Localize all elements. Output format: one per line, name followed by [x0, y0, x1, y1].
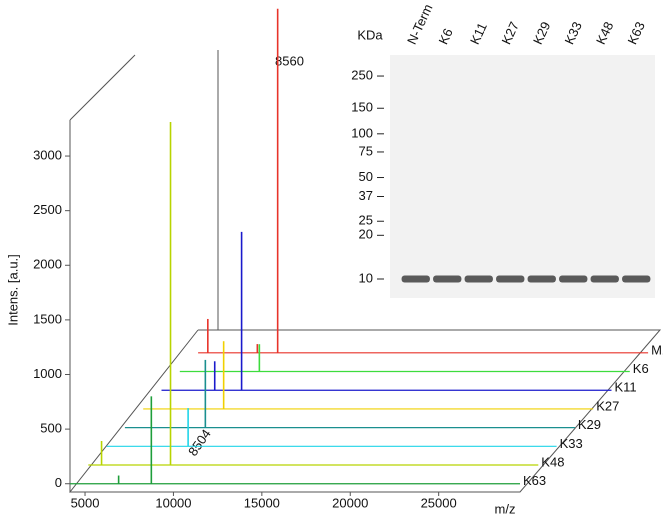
x-tick-label: 20000: [332, 495, 368, 510]
series-label: K6: [633, 361, 649, 376]
marker-label: 25: [359, 213, 373, 228]
y-tick-label: 2500: [33, 202, 62, 217]
lane-label: K63: [624, 19, 647, 46]
series-label: K29: [578, 417, 601, 432]
series-label: K63: [523, 473, 546, 488]
band: [464, 275, 493, 283]
band: [496, 275, 525, 283]
marker-label: 250: [351, 67, 373, 82]
lane-label: K6: [435, 26, 455, 47]
gel-unit-label: KDa: [357, 27, 383, 42]
marker-label: 37: [359, 188, 373, 203]
x-tick-label: 5000: [71, 495, 100, 510]
y-tick-label: 3000: [33, 147, 62, 162]
marker-label: 10: [359, 270, 373, 285]
x-tick-label: 15000: [244, 495, 280, 510]
marker-label: 50: [359, 169, 373, 184]
y-tick-label: 2000: [33, 257, 62, 272]
band: [527, 275, 556, 283]
x-axis-label: m/z: [495, 501, 516, 516]
band: [401, 275, 430, 283]
x-tick-label: 25000: [421, 495, 457, 510]
lane-label: K29: [530, 19, 553, 46]
y-tick-label: 500: [40, 421, 62, 436]
gel-image: [390, 55, 655, 298]
series-label: M1: [651, 342, 663, 357]
band: [590, 275, 619, 283]
series-label: K33: [560, 436, 583, 451]
lane-label: N-Term: [404, 2, 436, 47]
band: [622, 275, 651, 283]
lane-label: K27: [498, 19, 521, 46]
x-tick-label: 10000: [155, 495, 191, 510]
lane-label: K48: [593, 19, 616, 46]
band: [433, 275, 462, 283]
annotation: 8504: [185, 426, 214, 458]
lane-label: K33: [561, 19, 584, 46]
band: [559, 275, 588, 283]
series-label: K11: [615, 380, 637, 395]
annotation: 8560: [275, 53, 304, 68]
y-tick-label: 1000: [33, 366, 62, 381]
lane-label: K11: [467, 20, 490, 46]
y-tick-label: 0: [55, 475, 62, 490]
y-tick-label: 1500: [33, 311, 62, 326]
marker-label: 100: [351, 125, 373, 140]
series-label: K27: [596, 398, 619, 413]
marker-label: 20: [359, 227, 373, 242]
series-label: K48: [541, 454, 564, 469]
frame: [68, 50, 662, 493]
marker-label: 75: [359, 143, 373, 158]
marker-label: 150: [351, 100, 373, 115]
y-axis-label: Intens. [a.u.]: [5, 254, 20, 326]
